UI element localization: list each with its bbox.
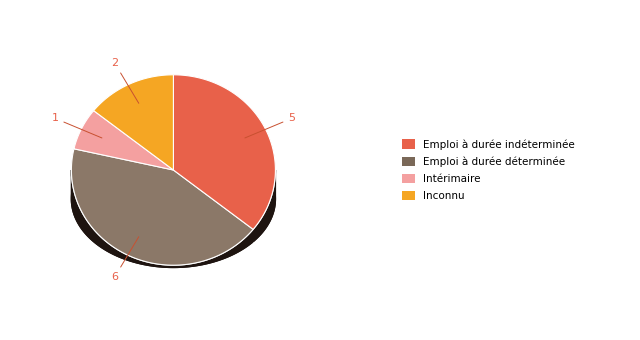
Polygon shape <box>74 110 173 170</box>
Legend: Emploi à durée indéterminée, Emploi à durée déterminée, Intérimaire, Inconnu: Emploi à durée indéterminée, Emploi à du… <box>402 139 575 201</box>
Polygon shape <box>72 169 253 268</box>
Polygon shape <box>93 75 173 170</box>
Polygon shape <box>253 169 275 242</box>
Polygon shape <box>72 130 275 268</box>
Polygon shape <box>72 149 253 265</box>
Text: 5: 5 <box>245 113 295 138</box>
Text: 1: 1 <box>52 113 102 138</box>
Text: 2: 2 <box>111 58 139 103</box>
Polygon shape <box>72 170 275 268</box>
Polygon shape <box>173 75 275 230</box>
Polygon shape <box>173 75 275 230</box>
Polygon shape <box>72 149 253 265</box>
Polygon shape <box>93 75 173 170</box>
Polygon shape <box>74 110 173 170</box>
Text: 6: 6 <box>111 237 139 282</box>
